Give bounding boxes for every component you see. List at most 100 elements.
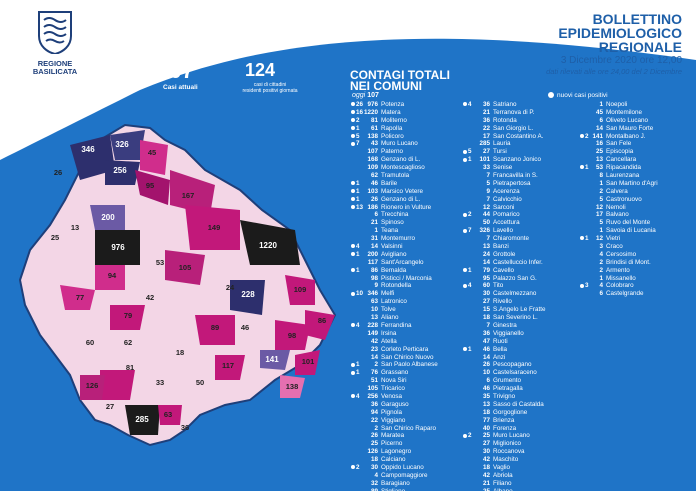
new-cases-count: 1 [356, 195, 360, 203]
total-cases: 103 [367, 187, 378, 195]
municipality-name: Oliveto Lucano [606, 116, 649, 124]
municipality-row: 9 Rotondella [351, 282, 461, 290]
legend: nuovi casi positivi [548, 92, 608, 99]
new-cases: 4 [463, 282, 472, 290]
municipality-row: 36 Rotonda [463, 117, 581, 125]
municipality-name: Rivello [493, 298, 512, 306]
municipality-row: 30 Roccanova [463, 448, 581, 456]
total-cases: 2 [599, 266, 603, 274]
municipality-row: 15 S.Angelo Le Fratte [463, 306, 581, 314]
region-logo [30, 10, 80, 54]
total-cases: 285 [479, 140, 490, 148]
municipality-row: 13 Aliano [351, 314, 461, 322]
municipality-name: Balvano [606, 211, 629, 219]
municipality-name: Gorgoglione [493, 408, 528, 416]
municipality-row: 1 200 Avigliano [351, 251, 461, 259]
municipality-name: Montescaglioso [381, 164, 425, 172]
municipality-row: 5 27 Tursi [463, 148, 581, 156]
municipality-name: Atella [381, 337, 397, 345]
municipality-row: 21 Spinoso [351, 219, 461, 227]
municipality-name: Castronuovo [606, 195, 642, 203]
municipality-name: Sarconi [493, 203, 515, 211]
new-cases-count: 1 [468, 345, 472, 353]
new-case-dot-icon [351, 133, 355, 138]
municipality-row: 27 Rivello [463, 298, 581, 306]
municipality-name: Tramutola [381, 172, 410, 180]
total-cases: 86 [370, 266, 378, 274]
map-label: 285 [135, 415, 149, 424]
municipality-row: 1 61 Rapolla [351, 125, 461, 133]
total-cases: 35 [482, 392, 490, 400]
municipality-row: 4 60 Tito [463, 282, 581, 290]
total-cases: 17 [482, 132, 490, 140]
municipality-row: 63 Latronico [351, 298, 461, 306]
municipality-row: 1 53 Ripacandida [580, 164, 695, 172]
municipality-row: 7 326 Lavello [463, 227, 581, 235]
municipality-row: 27 Miglionico [463, 440, 581, 448]
total-cases: 33 [482, 164, 490, 172]
municipality-name: Lauria [493, 140, 511, 148]
total-cases: 2 [599, 187, 603, 195]
new-case-dot-icon [463, 346, 467, 351]
municipality-name: Francavilla in S. [493, 172, 538, 180]
municipality-row: 40 Forenza [463, 425, 581, 433]
total-cases: 326 [479, 227, 490, 235]
total-cases: 36 [370, 400, 378, 408]
municipality-name: Satriano [493, 101, 517, 108]
municipality-row: 161220 Matera [351, 109, 461, 117]
new-case-dot-icon [463, 283, 467, 288]
municipality-row: 51 Nova Siri [351, 377, 461, 385]
municipality-row: 109 Montescaglioso [351, 164, 461, 172]
new-positive-label-line2: residenti positivi giornata [242, 88, 298, 94]
new-case-dot-icon [351, 204, 355, 209]
municipality-name: Genzano di L. [381, 156, 421, 164]
municipality-name: Grottole [493, 250, 516, 258]
total-cases: 2 [374, 361, 378, 369]
municipality-row: 2 Calvera [580, 188, 695, 196]
total-cases: 27 [482, 440, 490, 448]
total-cases: 36 [482, 101, 490, 108]
new-case-dot-icon [351, 126, 355, 130]
total-cases: 42 [370, 337, 378, 345]
total-cases: 2 [374, 424, 378, 432]
municipality-name: San Costantino A. [493, 132, 544, 140]
total-cases: 46 [370, 179, 378, 187]
new-cases-count: 2 [356, 116, 360, 124]
total-cases: 101 [479, 156, 490, 164]
new-cases: 1 [580, 235, 589, 243]
new-cases-count: 1 [356, 266, 360, 274]
map-area-lauria [125, 405, 160, 435]
map-area-policoro [280, 375, 305, 398]
municipality-name: Castelmezzano [493, 290, 537, 298]
municipality-name: Craco [606, 243, 623, 251]
municipality-name: Muro Lucano [381, 140, 418, 148]
new-cases-count: 1 [356, 369, 360, 377]
map-label: 1220 [259, 241, 277, 250]
map-label: 109 [294, 285, 307, 294]
new-cases: 2 [463, 211, 472, 219]
map-label: 346 [81, 145, 95, 154]
municipality-name: Pisticci / Marconia [381, 274, 432, 282]
new-case-dot-icon [351, 268, 355, 273]
total-cases: 25 [482, 487, 490, 495]
total-cases: 14 [482, 258, 490, 266]
new-cases: 5 [463, 148, 472, 156]
municipality-name: S.Angelo Le Fratte [493, 306, 546, 314]
municipality-name: Pietragalla [493, 385, 523, 393]
municipality-row: 42 Maschito [463, 456, 581, 464]
municipality-name: Maschito [493, 456, 519, 464]
total-cases: 61 [370, 124, 378, 132]
region-name: REGIONE BASILICATA [22, 60, 88, 76]
total-cases: 13 [482, 243, 490, 251]
municipality-name: Viggiano [381, 416, 406, 424]
municipality-name: Maratea [381, 432, 405, 440]
new-cases: 7 [351, 140, 360, 148]
municipality-row: 1 86 Bernalda [351, 267, 461, 275]
total-cases: 14 [595, 124, 603, 132]
map-area-stigliano [195, 315, 235, 345]
municipality-name: Cersosimo [606, 250, 637, 258]
map-label: 149 [208, 223, 221, 232]
municipality-name: Ripacandida [606, 164, 642, 172]
total-cases: 36 [482, 116, 490, 124]
new-case-dot-icon [580, 283, 584, 288]
